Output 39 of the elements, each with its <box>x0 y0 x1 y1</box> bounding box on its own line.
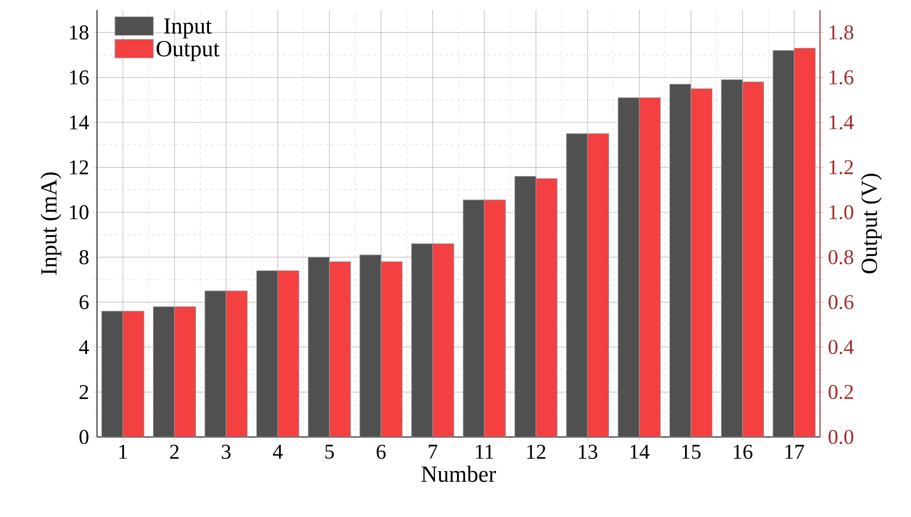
x-tick-label: 16 <box>734 444 752 459</box>
legend-label: Input <box>164 18 212 38</box>
x-tick-label: 3 <box>222 444 231 459</box>
y2-tick-label: 1.4 <box>830 115 854 130</box>
y2-tick-label: 1.2 <box>830 160 853 174</box>
legend-label: Output <box>156 41 220 62</box>
y-tick-label: 14 <box>70 115 89 130</box>
y2-tick-label: 1.8 <box>830 25 854 40</box>
x-tick-label: 15 <box>682 444 701 459</box>
x-tick-label: 1 <box>119 444 127 459</box>
x-tick-label: 7 <box>428 444 438 459</box>
y-tick-label: 8 <box>80 250 88 264</box>
x-tick-label: 2 <box>170 444 179 459</box>
y-tick-label: 18 <box>70 25 88 40</box>
x-tick-label: 17 <box>786 444 804 459</box>
y2-tick-label: 1.0 <box>830 205 854 220</box>
y-tick-label: 0 <box>80 430 88 444</box>
x-tick-label: 14 <box>630 444 650 459</box>
y2-tick-label: 0.8 <box>828 250 854 264</box>
y2-tick-label: 0.2 <box>828 384 853 400</box>
y-tick-label: 4 <box>79 340 89 354</box>
x-axis-title: Number <box>421 466 496 482</box>
y-tick-label: 16 <box>70 70 89 84</box>
y2-axis-title: Output (V) <box>860 174 882 274</box>
y2-tick-label: 0.6 <box>828 295 854 310</box>
x-tick-label: 13 <box>578 444 598 459</box>
x-tick-label: 5 <box>325 444 334 459</box>
y-tick-label: 2 <box>80 385 88 399</box>
x-tick-label: 4 <box>272 444 283 459</box>
x-tick-label: 12 <box>527 444 546 459</box>
y2-tick-label: 0.4 <box>828 340 854 354</box>
y2-tick-label: 1.6 <box>830 70 854 85</box>
x-tick-label: 6 <box>376 444 386 459</box>
y-tick-label: 10 <box>70 205 88 220</box>
y-tick-label: 12 <box>70 160 88 174</box>
y-axis-title: Input (mA) <box>40 172 62 275</box>
y-tick-label: 6 <box>80 295 89 310</box>
y2-tick-label: 0.0 <box>828 430 854 444</box>
x-tick-label: 11 <box>476 444 494 459</box>
